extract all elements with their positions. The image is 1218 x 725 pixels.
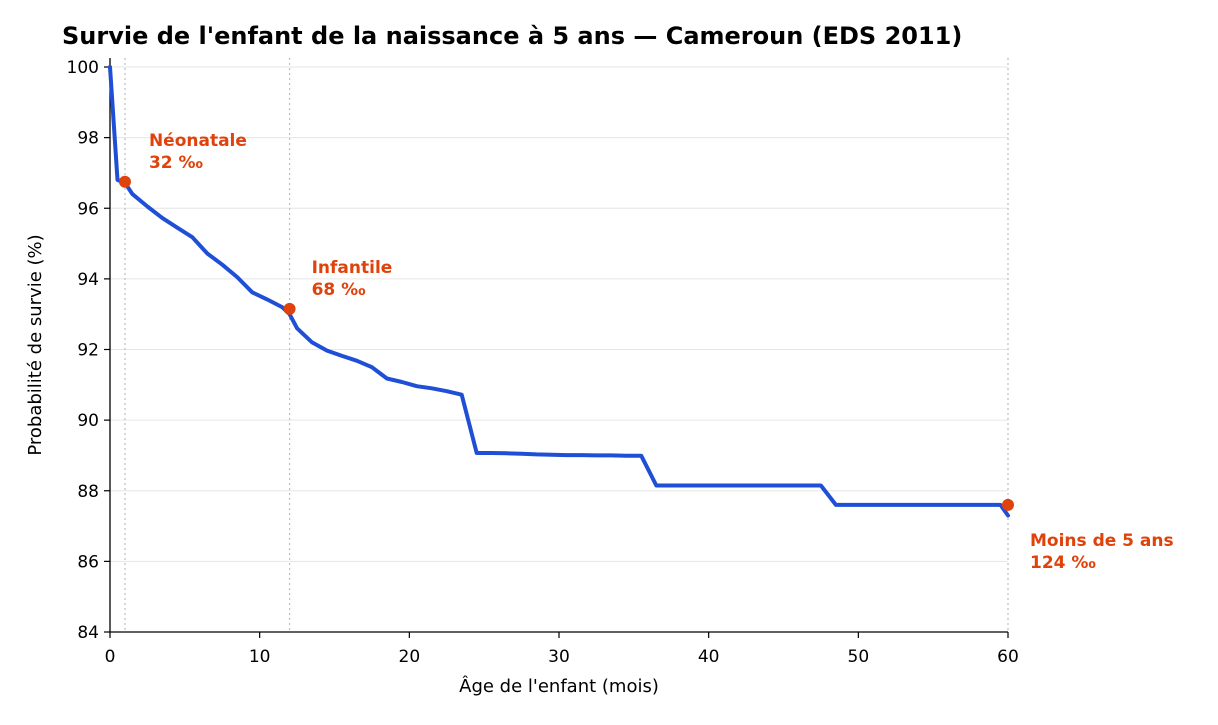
x-tick-label-30: 30 [548,647,570,667]
gridlines [110,66,1008,562]
y-tick-label-100: 100 [67,58,99,78]
y-tick-label-88: 88 [77,482,99,502]
chart-title: Survie de l'enfant de la naissance à 5 a… [62,22,962,50]
x-tick-label-40: 40 [698,647,720,667]
y-tick-label-90: 90 [77,411,99,431]
milestone-marker-3 [1002,498,1014,511]
y-tick-label-94: 94 [77,270,99,290]
x-tick-label-60: 60 [997,647,1019,667]
milestone-markers [118,175,1014,511]
milestone-label-1: Néonatale [149,131,247,151]
y-ticks: 84 86 88 90 92 94 96 98 100 [67,58,110,643]
x-tick-label-50: 50 [848,647,870,667]
milestone-label-2: Infantile [312,258,393,278]
milestone-label-3: Moins de 5 ans [1030,531,1174,551]
y-tick-label-98: 98 [77,129,99,149]
y-axis-label: Probabilité de survie (%) [25,234,46,455]
x-ticks: 0 10 20 30 40 50 60 [105,632,1019,667]
survival-curve [108,65,1010,518]
y-tick-label-92: 92 [77,341,99,361]
x-tick-label-20: 20 [399,647,421,667]
x-tick-label-10: 10 [249,647,271,667]
y-tick-label-84: 84 [77,623,99,643]
milestone-lines [124,58,1009,632]
x-axis-label: Âge de l'enfant (mois) [459,675,659,697]
milestone-marker-1 [118,175,131,188]
milestone-value-1: 32 ‰ [149,153,204,173]
milestone-marker-2 [283,302,296,315]
x-tick-label-0: 0 [105,647,116,667]
milestone-value-3: 124 ‰ [1030,553,1096,573]
y-tick-label-96: 96 [77,199,99,219]
y-tick-label-86: 86 [77,552,99,572]
milestone-value-2: 68 ‰ [312,280,367,300]
